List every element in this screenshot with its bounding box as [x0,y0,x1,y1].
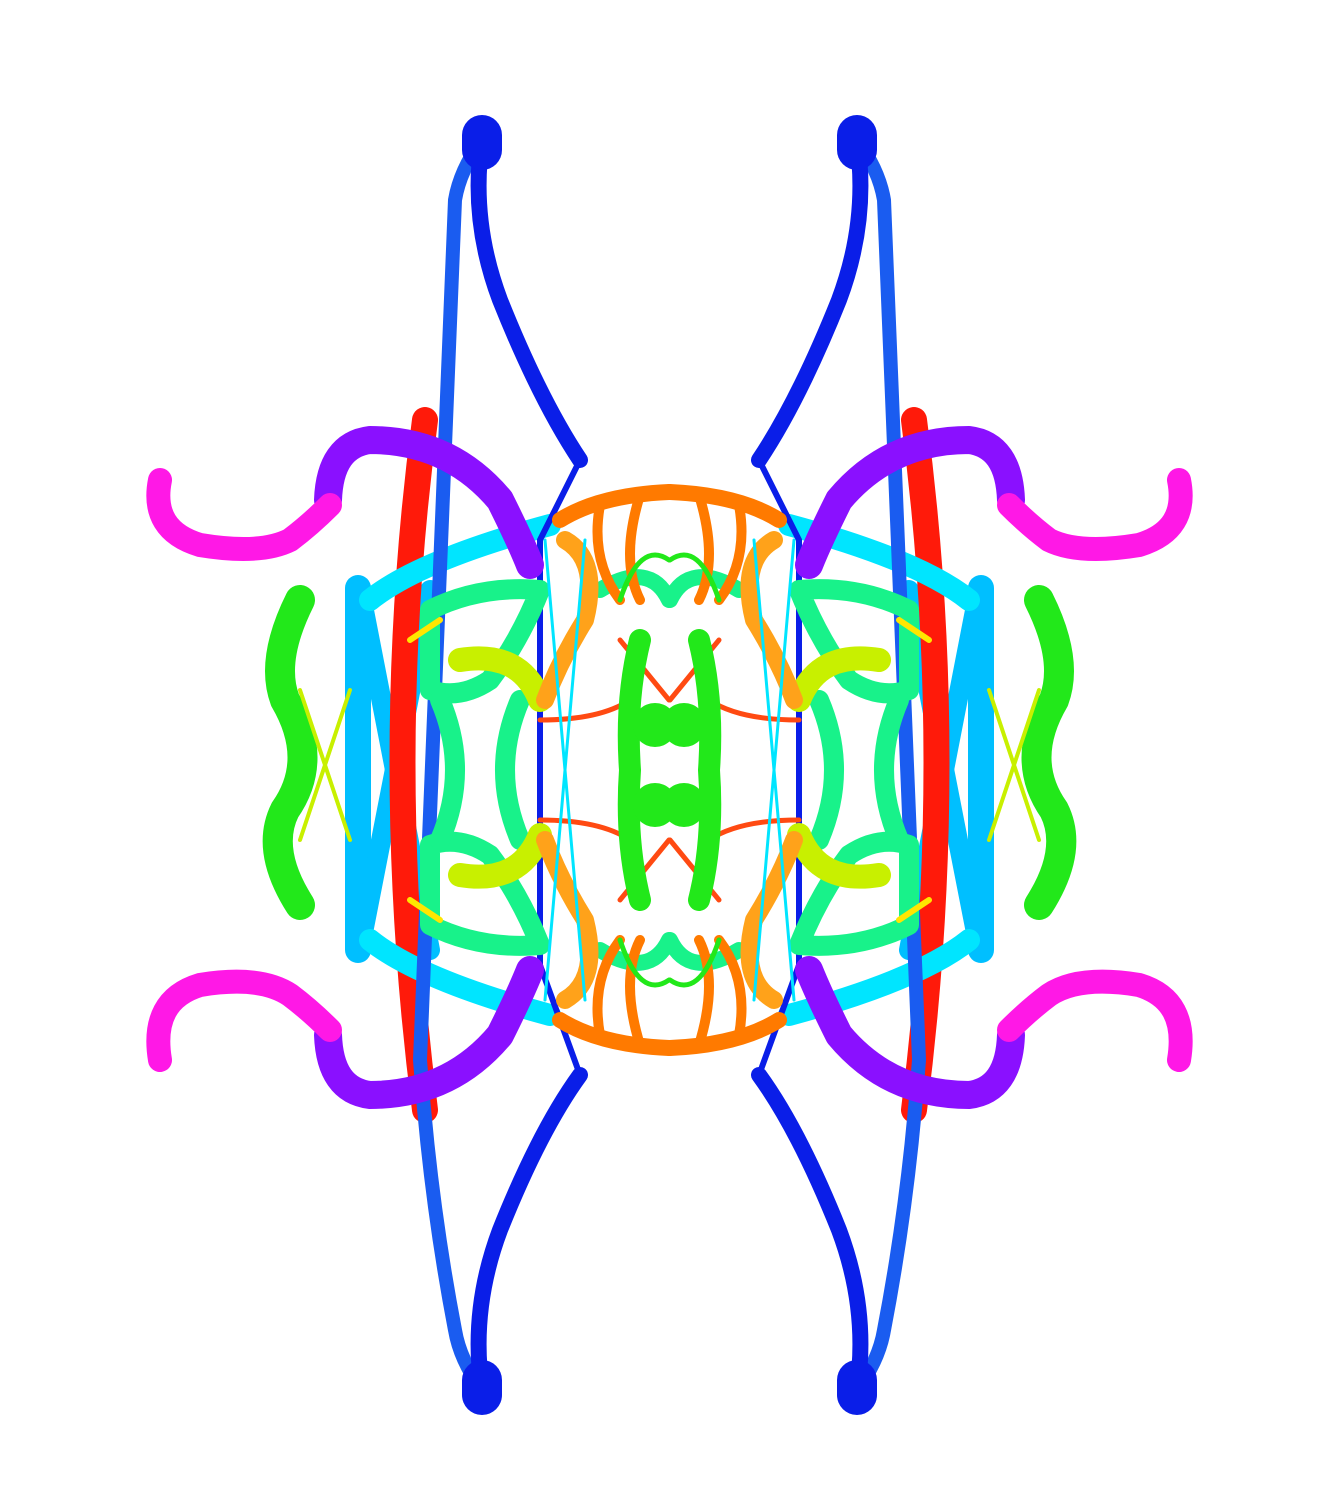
orange-light-loop [536,531,599,1009]
blue-strand-outer [413,133,489,1397]
mint-x [430,690,530,850]
yellow-thin [407,617,443,923]
red-arc [389,407,438,1123]
orange-dome-top [552,484,677,528]
green-thin-heart [617,552,672,988]
lime-lobe-lower [448,823,552,889]
orange-ribs [592,490,645,1050]
red-orange-thin [537,637,672,903]
orange-dome-bottom [552,1012,677,1056]
green-center-column [617,629,651,911]
magenta-tentacle-top [146,468,342,561]
lime-lobe-upper [448,646,552,712]
blue-strand-bottom-curve [470,1067,588,1398]
green-wave-top [262,585,318,920]
violet-hook-top [314,426,544,579]
cyan-thin-cross [543,538,587,1002]
violet-hook-bottom [314,956,544,1109]
green-x-thin [298,688,352,842]
blue-strand-top-curve [470,132,588,468]
mint-loop-upper [420,579,550,704]
artwork-left-half [146,115,677,1415]
magenta-tentacle-bottom [146,969,342,1072]
mint-loop-lower [420,831,550,956]
